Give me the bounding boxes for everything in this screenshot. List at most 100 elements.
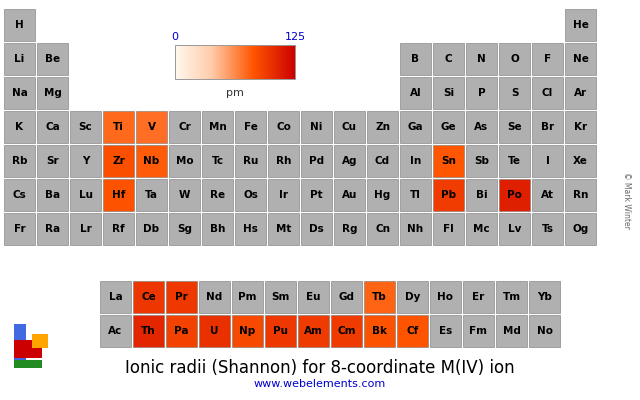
Bar [175,45,177,79]
Text: W: W [179,190,190,200]
FancyBboxPatch shape [367,145,398,177]
FancyBboxPatch shape [301,179,332,211]
FancyBboxPatch shape [532,77,563,109]
Text: Gd: Gd [339,292,355,302]
Text: Dy: Dy [405,292,420,302]
Bar [285,45,287,79]
Text: Yb: Yb [537,292,552,302]
Bar [275,45,276,79]
Bar [196,45,197,79]
Bar [225,45,226,79]
Bar [268,45,269,79]
Text: Cl: Cl [542,88,553,98]
Text: Ts: Ts [541,224,554,234]
Text: Sg: Sg [177,224,192,234]
Text: Fr: Fr [13,224,26,234]
Bar [216,45,217,79]
FancyBboxPatch shape [565,9,596,41]
Bar [264,45,265,79]
Bar [284,45,285,79]
Bar [267,45,268,79]
Bar [262,45,263,79]
Text: Eu: Eu [307,292,321,302]
Text: Zr: Zr [112,156,125,166]
Text: Y: Y [82,156,89,166]
Bar [203,45,204,79]
Text: Tb: Tb [372,292,387,302]
Text: Er: Er [472,292,484,302]
FancyBboxPatch shape [334,111,365,143]
FancyBboxPatch shape [70,213,101,245]
FancyBboxPatch shape [565,145,596,177]
Bar [291,45,292,79]
Text: Be: Be [45,54,60,64]
Text: Cd: Cd [375,156,390,166]
Bar [228,45,230,79]
Bar [187,45,188,79]
Bar [224,45,225,79]
Text: Db: Db [143,224,159,234]
Bar [208,45,209,79]
Text: N: N [477,54,486,64]
Text: Nh: Nh [408,224,424,234]
FancyBboxPatch shape [4,213,35,245]
FancyBboxPatch shape [4,9,35,41]
Bar [227,45,228,79]
Bar [226,45,227,79]
Text: Cf: Cf [406,326,419,336]
Text: Ionic radii (Shannon) for 8-coordinate M(IV) ion: Ionic radii (Shannon) for 8-coordinate M… [125,359,515,377]
Bar [218,45,220,79]
FancyBboxPatch shape [4,179,35,211]
FancyBboxPatch shape [532,43,563,75]
Bar [228,45,229,79]
Bar [198,45,199,79]
Bar [244,45,245,79]
Bar [287,45,288,79]
Text: U: U [211,326,219,336]
Text: Ti: Ti [113,122,124,132]
Text: Bk: Bk [372,326,387,336]
Text: Pa: Pa [174,326,189,336]
FancyBboxPatch shape [433,145,464,177]
Bar [236,45,237,79]
Text: Md: Md [502,326,520,336]
FancyBboxPatch shape [499,145,530,177]
Text: Al: Al [410,88,421,98]
FancyBboxPatch shape [529,315,560,347]
Bar [263,45,264,79]
Bar [290,45,291,79]
Text: Lv: Lv [508,224,521,234]
Bar [280,45,282,79]
Text: Am: Am [304,326,323,336]
Text: Ta: Ta [145,190,158,200]
FancyBboxPatch shape [268,111,299,143]
Bar [179,45,180,79]
Text: Bh: Bh [210,224,225,234]
Bar [14,324,26,364]
Bar [253,45,255,79]
Bar [284,45,285,79]
Text: H: H [15,20,24,30]
Bar [250,45,251,79]
Bar [189,45,191,79]
FancyBboxPatch shape [499,77,530,109]
Bar [293,45,294,79]
Bar [271,45,272,79]
Bar [237,45,238,79]
FancyBboxPatch shape [268,213,299,245]
Bar [268,45,269,79]
FancyBboxPatch shape [232,281,263,313]
Bar [205,45,206,79]
Bar [230,45,231,79]
Text: Co: Co [276,122,291,132]
Bar [242,45,243,79]
Bar [266,45,268,79]
Bar [280,45,281,79]
Bar [290,45,291,79]
Text: Fm: Fm [470,326,488,336]
Bar [270,45,271,79]
FancyBboxPatch shape [70,111,101,143]
FancyBboxPatch shape [202,179,233,211]
Bar [223,45,224,79]
FancyBboxPatch shape [133,281,164,313]
